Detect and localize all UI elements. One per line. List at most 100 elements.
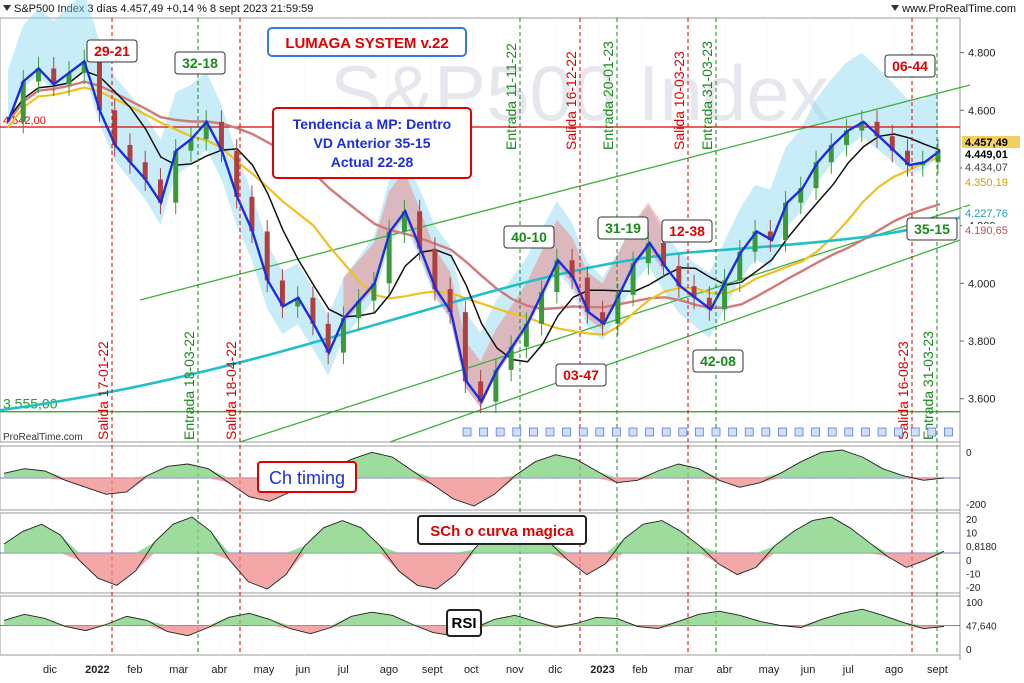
price-tag-bg	[962, 176, 1020, 189]
candle-body	[401, 211, 407, 232]
event-icon	[927, 427, 937, 437]
trend-channel-line	[389, 239, 961, 443]
x-tick-label: ago	[380, 664, 398, 676]
candle-body	[569, 260, 575, 278]
chart-title-text: S&P500 Index 3 días 4.457,49 +0,14 % 8 s…	[14, 3, 314, 15]
event-icon	[479, 427, 489, 437]
candle-body	[35, 68, 41, 82]
trend-line: Actual 22-28	[331, 154, 414, 170]
x-tick-label: ago	[885, 664, 903, 676]
red-cloud	[343, 170, 664, 408]
candle-body	[554, 260, 560, 293]
score-box	[692, 349, 744, 373]
price-tick-label: 3.800	[968, 336, 996, 348]
event-icon	[811, 427, 820, 437]
candle-body	[874, 121, 880, 137]
x-tick-label: feb	[127, 664, 142, 676]
system-title: LUMAGA SYSTEM v.22	[285, 35, 448, 52]
price-tick-label: 4.800	[968, 48, 996, 60]
candle-body	[96, 61, 102, 111]
candle-body	[279, 280, 285, 307]
signal-label: Salida 10-03-23	[671, 51, 687, 150]
panel-tick-label: 0	[966, 645, 972, 656]
panel-tick-label: -20	[966, 583, 981, 594]
panel-tick-label: 20	[966, 515, 978, 526]
event-icon	[695, 427, 704, 437]
panel-title-box	[446, 609, 482, 637]
event-icon	[661, 427, 671, 437]
candle-body	[112, 110, 118, 145]
event-icon	[545, 427, 555, 437]
candle-body	[20, 81, 26, 122]
score-label: 03-47	[563, 367, 599, 383]
price-tag: 4.434,07	[965, 162, 1008, 174]
candle-body	[432, 248, 438, 290]
event-icon	[761, 427, 771, 437]
panel-tick-label: 0,8180	[966, 542, 997, 553]
score-label: 40-10	[511, 229, 547, 245]
candle-body	[600, 312, 606, 324]
score-box	[503, 225, 555, 249]
x-tick-label: abr	[717, 664, 733, 676]
candle-body	[218, 121, 224, 151]
event-icon	[910, 427, 920, 437]
candle-body	[935, 150, 941, 163]
candle-body	[676, 266, 682, 287]
candle-body	[889, 136, 895, 151]
x-tick-label: may	[759, 664, 780, 676]
price-tag-bg	[962, 161, 1020, 174]
candle-body	[813, 162, 819, 189]
event-icon	[512, 427, 522, 437]
candle-body	[539, 292, 545, 324]
x-tick-label: oct	[464, 664, 479, 676]
candle-body	[691, 286, 697, 298]
candle-body	[493, 369, 499, 402]
event-icon	[861, 427, 870, 437]
candle-body	[462, 312, 468, 382]
score-label: 29-21	[94, 43, 130, 59]
score-box	[884, 54, 936, 78]
x-tick-label: feb	[632, 664, 647, 676]
event-icon	[578, 427, 588, 437]
ma-black-line	[7, 69, 941, 363]
candle-body	[188, 139, 194, 151]
score-label: 31-19	[605, 220, 641, 236]
panel-positive-area	[4, 609, 944, 626]
candle-body	[844, 130, 850, 145]
score-box	[174, 51, 226, 75]
event-icon	[495, 427, 505, 437]
event-icon	[562, 427, 571, 437]
candle-body	[706, 297, 712, 310]
price-tag: 4.350,19	[965, 177, 1008, 189]
candle-body	[249, 196, 255, 232]
price-tag-bg	[962, 224, 1020, 237]
score-label: 42-08	[700, 353, 736, 369]
event-icon	[645, 427, 654, 437]
price-tag-bg	[962, 136, 1020, 149]
x-tick-label: 2023	[590, 664, 614, 676]
panel-tick-label: 0	[966, 556, 972, 567]
signal-label: Entrada 31-03-23	[699, 41, 715, 150]
candle-body	[340, 317, 346, 353]
candle-body	[630, 263, 636, 295]
candle-body	[828, 144, 834, 163]
candle-body	[142, 162, 148, 180]
ma-yellow-line	[7, 86, 941, 336]
collapse-icon[interactable]	[3, 5, 11, 11]
candle-body	[661, 242, 667, 267]
event-icon	[728, 427, 737, 437]
trend-line: Tendencia a MP: Dentro	[293, 116, 451, 132]
price-tag: 4.449,01	[965, 149, 1008, 161]
signal-label: Entrada 18-03-22	[181, 331, 197, 440]
score-label: 12-38	[669, 223, 705, 239]
menu-icon[interactable]	[891, 5, 900, 11]
x-tick-label: jun	[800, 664, 816, 676]
candle-body	[356, 300, 362, 318]
panel-line	[3, 449, 945, 507]
x-tick-label: jul	[337, 664, 349, 676]
score-box	[597, 216, 649, 240]
panel-tick-label: 47,640	[966, 622, 997, 633]
trend-channel-line	[139, 84, 971, 301]
score-box	[906, 217, 958, 241]
